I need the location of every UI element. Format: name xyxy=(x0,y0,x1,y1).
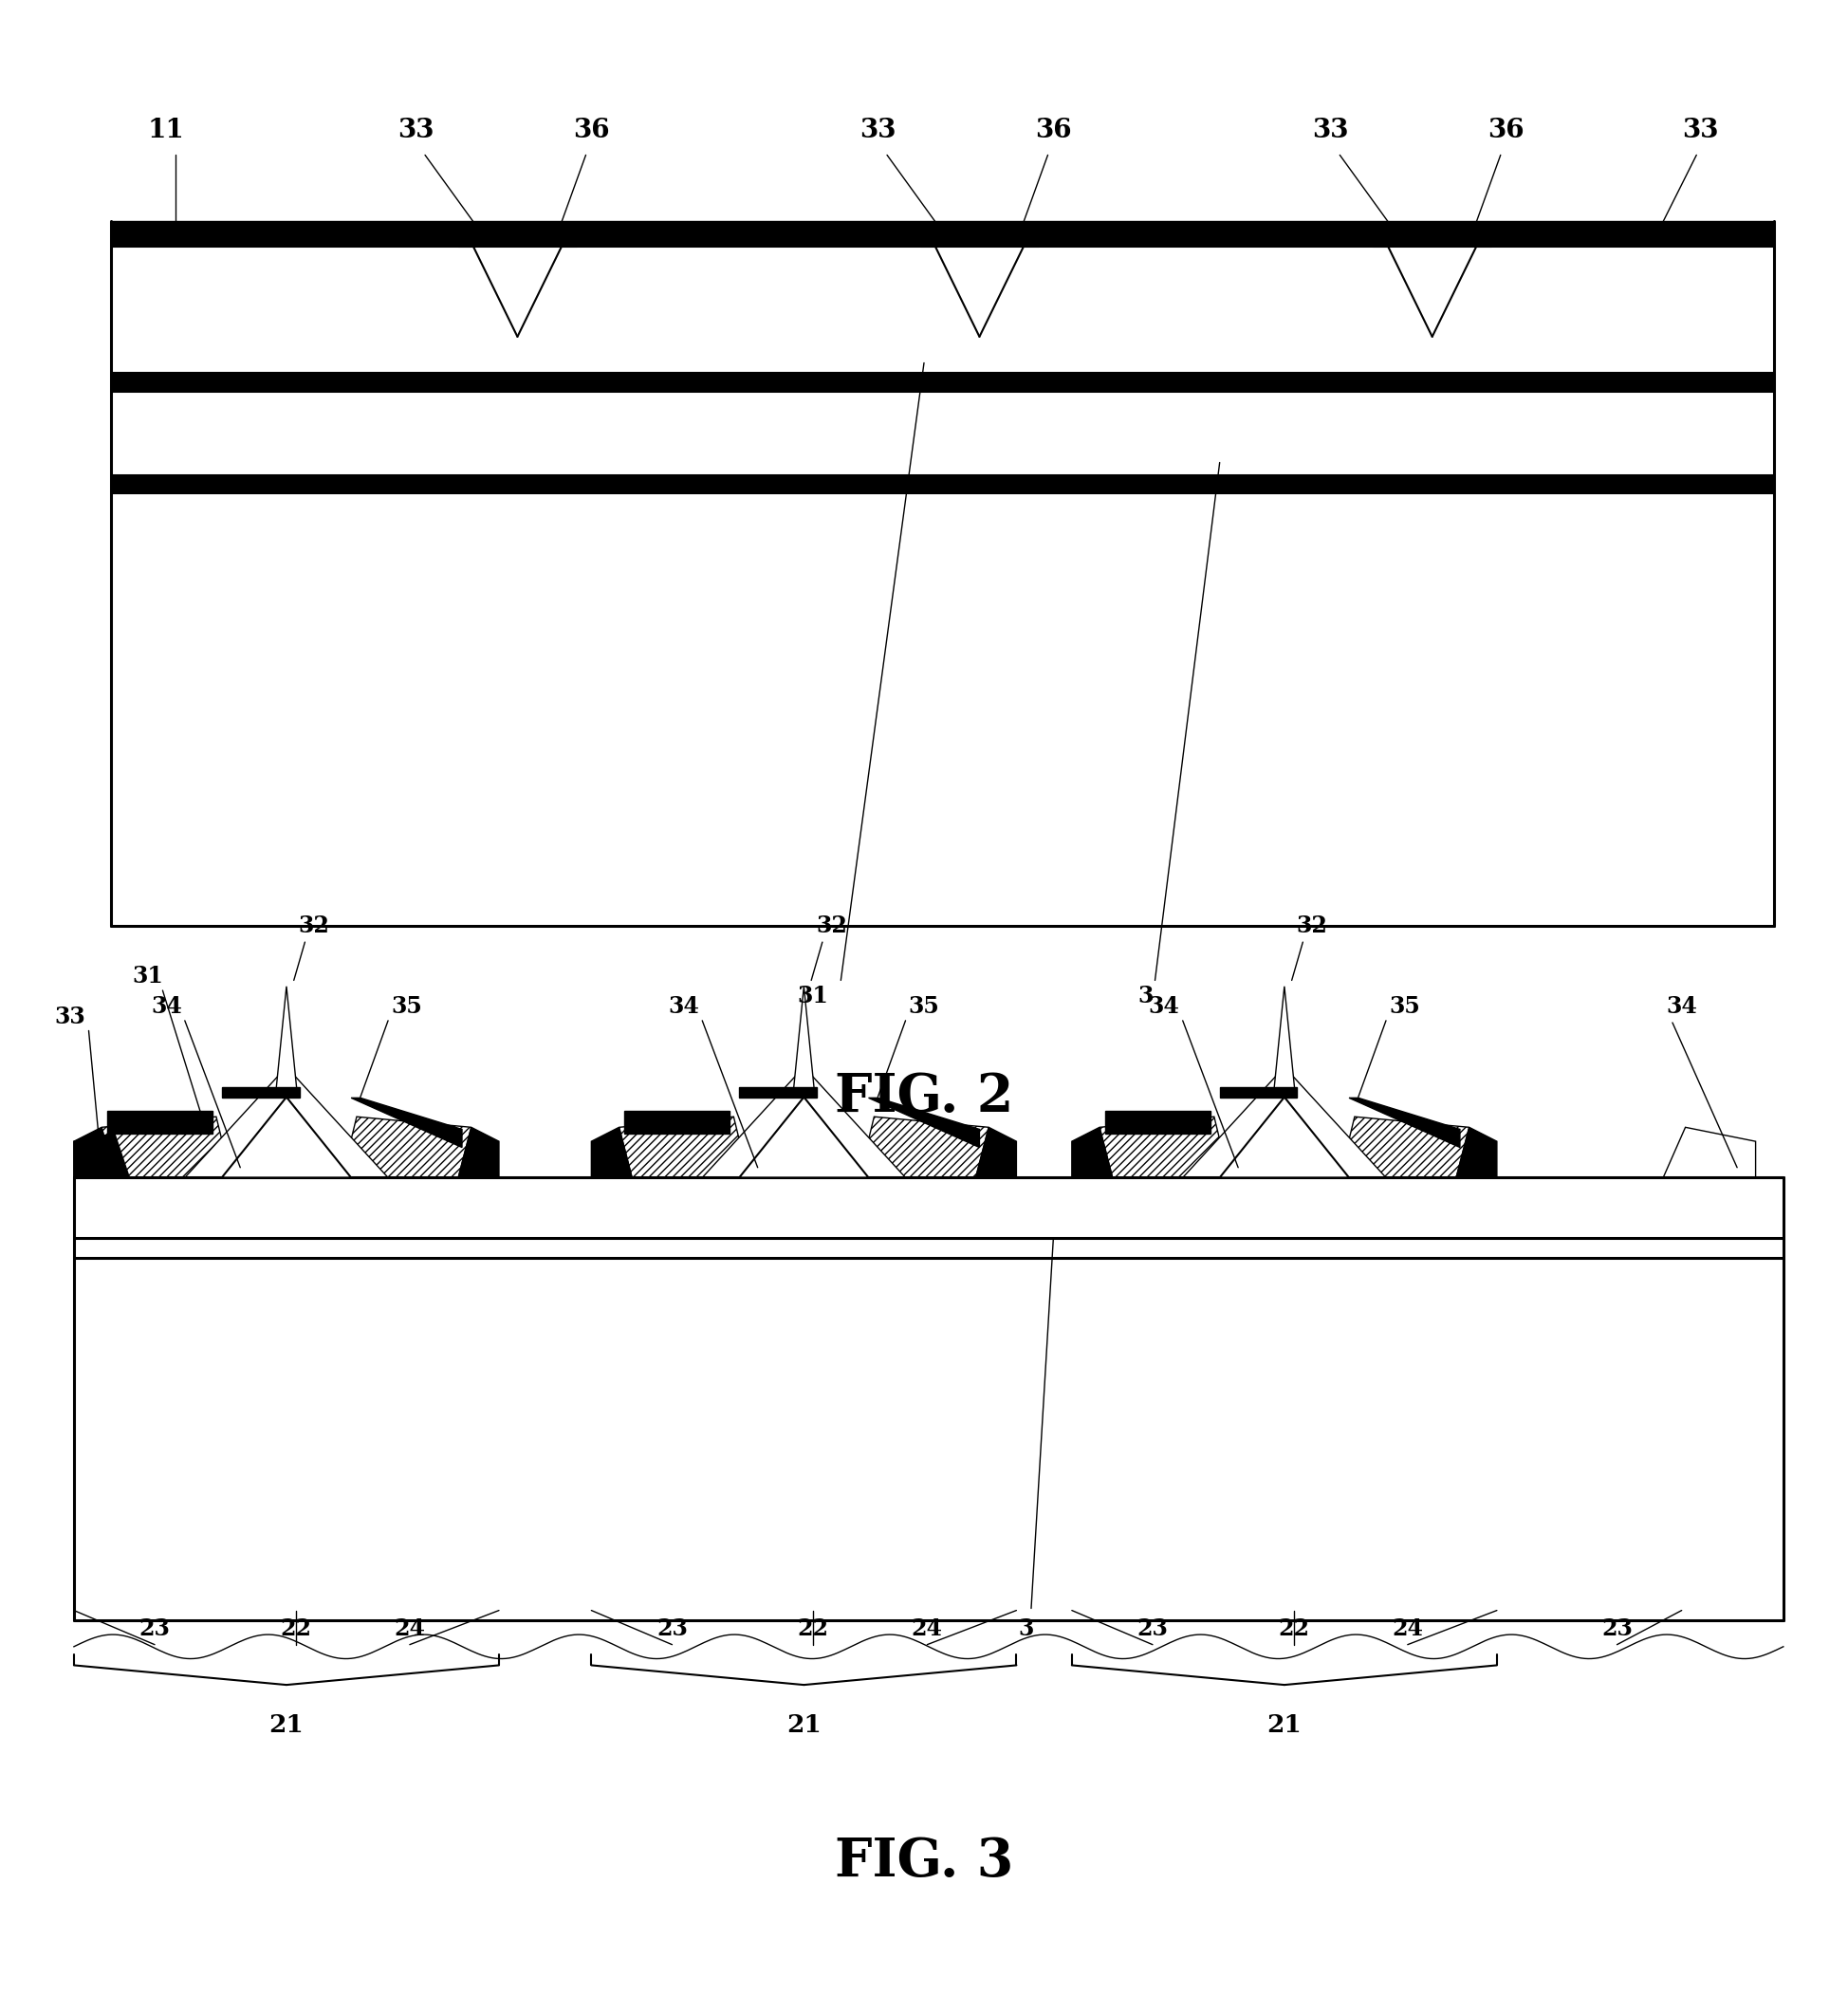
Polygon shape xyxy=(976,1127,1016,1178)
Bar xyxy=(1105,1111,1210,1133)
Polygon shape xyxy=(1183,1067,1386,1178)
Polygon shape xyxy=(869,1097,979,1147)
Bar xyxy=(111,391,1774,475)
Text: 23: 23 xyxy=(139,1616,170,1641)
Polygon shape xyxy=(793,986,815,1097)
Text: 35: 35 xyxy=(909,994,939,1019)
Text: 22: 22 xyxy=(1279,1616,1308,1641)
Text: 34: 34 xyxy=(152,994,181,1019)
Text: 22: 22 xyxy=(281,1616,310,1641)
Bar xyxy=(111,246,1774,372)
Polygon shape xyxy=(351,1097,462,1147)
Text: 21: 21 xyxy=(270,1713,303,1737)
Text: 32: 32 xyxy=(299,914,329,938)
Polygon shape xyxy=(1220,1097,1349,1178)
Polygon shape xyxy=(619,1117,748,1178)
Text: 33: 33 xyxy=(55,1004,85,1029)
Text: 34: 34 xyxy=(1667,994,1696,1019)
Bar xyxy=(1220,1087,1297,1097)
Text: 36: 36 xyxy=(1488,119,1525,143)
Text: 36: 36 xyxy=(1035,119,1072,143)
Text: 3: 3 xyxy=(1138,984,1153,1009)
Polygon shape xyxy=(102,1117,231,1178)
Bar xyxy=(111,221,1774,246)
Polygon shape xyxy=(1456,1127,1497,1178)
Text: 24: 24 xyxy=(394,1616,425,1641)
Polygon shape xyxy=(702,1067,906,1178)
Bar xyxy=(625,1111,730,1133)
Bar xyxy=(74,1178,1783,1238)
Text: 32: 32 xyxy=(1297,914,1327,938)
Text: 24: 24 xyxy=(911,1616,942,1641)
Bar xyxy=(111,372,1774,391)
Text: 3: 3 xyxy=(1018,1616,1033,1641)
Text: 34: 34 xyxy=(1149,994,1179,1019)
Text: FIG. 3: FIG. 3 xyxy=(835,1836,1013,1888)
Polygon shape xyxy=(458,1127,499,1178)
Polygon shape xyxy=(185,1067,388,1178)
Text: 36: 36 xyxy=(573,119,610,143)
Text: FIG. 2: FIG. 2 xyxy=(835,1071,1013,1123)
Text: 21: 21 xyxy=(1268,1713,1301,1737)
Text: 31: 31 xyxy=(133,964,163,988)
Text: 23: 23 xyxy=(1602,1616,1632,1641)
Text: 24: 24 xyxy=(1392,1616,1423,1641)
Polygon shape xyxy=(74,1127,115,1178)
Bar xyxy=(739,1087,817,1097)
Bar xyxy=(222,1087,299,1097)
Polygon shape xyxy=(275,986,298,1097)
Bar xyxy=(107,1111,213,1133)
Polygon shape xyxy=(859,1117,989,1178)
Text: 11: 11 xyxy=(148,119,185,143)
Text: 33: 33 xyxy=(1312,119,1349,143)
Text: 23: 23 xyxy=(656,1616,687,1641)
Polygon shape xyxy=(1100,1117,1229,1178)
Bar xyxy=(111,475,1774,493)
Text: 22: 22 xyxy=(798,1616,828,1641)
Polygon shape xyxy=(74,1133,129,1178)
Text: 33: 33 xyxy=(859,119,896,143)
Text: 33: 33 xyxy=(1682,119,1719,143)
Polygon shape xyxy=(1072,1127,1112,1178)
Text: 23: 23 xyxy=(1137,1616,1168,1641)
Text: 34: 34 xyxy=(669,994,699,1019)
Polygon shape xyxy=(591,1127,632,1178)
Polygon shape xyxy=(1349,1097,1460,1147)
Text: 35: 35 xyxy=(1390,994,1419,1019)
Polygon shape xyxy=(1273,986,1295,1097)
Polygon shape xyxy=(1340,1117,1469,1178)
Text: 35: 35 xyxy=(392,994,421,1019)
Text: 31: 31 xyxy=(798,984,828,1009)
Text: 33: 33 xyxy=(397,119,434,143)
Bar xyxy=(74,1258,1783,1620)
Polygon shape xyxy=(342,1117,471,1178)
Polygon shape xyxy=(1663,1127,1756,1178)
Polygon shape xyxy=(222,1097,351,1178)
Polygon shape xyxy=(739,1097,869,1178)
Bar xyxy=(111,493,1774,926)
Text: 21: 21 xyxy=(787,1713,821,1737)
Text: 32: 32 xyxy=(817,914,846,938)
